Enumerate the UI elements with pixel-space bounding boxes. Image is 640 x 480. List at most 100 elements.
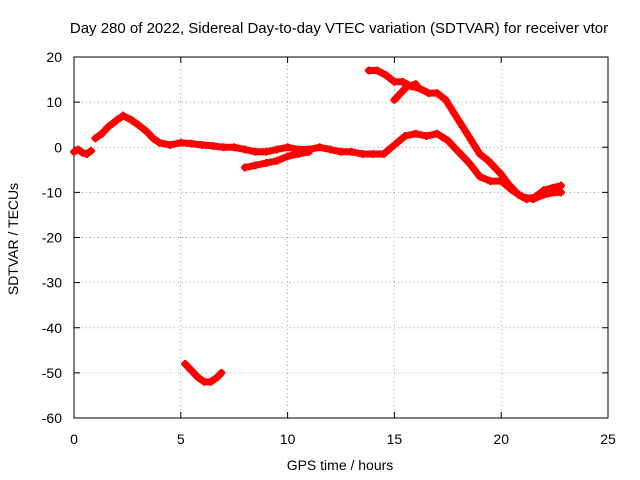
data-point	[492, 165, 501, 174]
data-point	[213, 373, 222, 382]
data-point	[283, 152, 292, 161]
x-tick-label: 0	[70, 431, 78, 447]
data-point	[475, 150, 484, 159]
series-track-late	[365, 67, 565, 203]
data-point	[193, 373, 202, 382]
data-point	[486, 177, 495, 186]
y-axis-ticks: -60 -50 -40 -30 -20 -10 0 10 20	[42, 49, 608, 426]
data-point	[522, 195, 531, 204]
data-point	[74, 145, 83, 154]
data-point	[557, 181, 566, 190]
data-point	[230, 143, 239, 152]
series-track-branch	[390, 80, 420, 104]
data-point	[206, 377, 215, 386]
data-point	[379, 150, 388, 159]
data-point	[424, 89, 433, 98]
data-point	[539, 186, 548, 195]
data-point	[475, 172, 484, 181]
data-point	[514, 190, 523, 199]
y-tick-label: 10	[46, 94, 62, 110]
data-point	[450, 109, 459, 118]
y-tick-label: -30	[42, 275, 62, 291]
chart-title: Day 280 of 2022, Sidereal Day-to-day VTE…	[70, 20, 608, 37]
data-point	[403, 82, 412, 91]
data-point	[465, 159, 474, 168]
data-point	[176, 138, 185, 147]
series-track-main	[91, 112, 565, 203]
data-point	[272, 145, 281, 154]
data-point	[251, 147, 260, 156]
x-axis-label: GPS time / hours	[287, 457, 394, 473]
data-point	[262, 159, 271, 168]
data-point	[240, 163, 249, 172]
data-point	[78, 148, 87, 157]
x-tick-label: 5	[177, 431, 185, 447]
data-point	[484, 156, 493, 165]
data-point	[240, 145, 249, 154]
data-point	[347, 147, 356, 156]
data-point	[142, 127, 151, 136]
data-point	[401, 131, 410, 140]
data-point	[217, 368, 226, 377]
data-point	[149, 134, 158, 143]
data-point	[272, 156, 281, 165]
data-point	[304, 147, 313, 156]
data-point	[557, 188, 566, 197]
data-point	[390, 95, 399, 104]
data-point	[87, 146, 96, 155]
data-point	[390, 77, 399, 86]
data-point	[262, 147, 271, 156]
data-point	[104, 122, 113, 131]
data-point	[187, 366, 196, 375]
data-point	[505, 181, 514, 190]
data-point	[82, 150, 91, 159]
data-point	[443, 136, 452, 145]
data-point	[381, 71, 390, 80]
data-point	[358, 150, 367, 159]
data-point	[364, 66, 373, 75]
x-tick-label: 15	[387, 431, 403, 447]
data-point	[315, 143, 324, 152]
data-point	[219, 143, 228, 152]
y-tick-label: -20	[42, 230, 62, 246]
data-point	[422, 131, 431, 140]
data-point	[531, 192, 540, 201]
y-tick-label: -50	[42, 365, 62, 381]
data-point	[283, 143, 292, 152]
data-point	[390, 140, 399, 149]
data-point	[369, 150, 378, 159]
x-axis-ticks: 0 5 10 15 20 25	[70, 57, 616, 447]
data-point	[326, 145, 335, 154]
y-axis-label: SDTVAR / TECUs	[5, 183, 21, 295]
data-point	[433, 129, 442, 138]
data-point	[441, 95, 450, 104]
data-point	[433, 89, 442, 98]
data-point	[467, 136, 476, 145]
data-point	[155, 138, 164, 147]
data-point	[294, 150, 303, 159]
data-marks	[70, 66, 566, 386]
data-point	[396, 89, 405, 98]
data-point	[112, 116, 121, 125]
data-point	[91, 134, 100, 143]
y-tick-label: -10	[42, 184, 62, 200]
x-tick-label: 10	[280, 431, 296, 447]
data-point	[416, 84, 425, 93]
data-point	[497, 170, 506, 179]
data-point	[166, 140, 175, 149]
data-point	[127, 116, 136, 125]
x-tick-label: 20	[493, 431, 509, 447]
data-point	[119, 111, 128, 120]
data-point	[134, 120, 143, 129]
y-tick-label: -40	[42, 320, 62, 336]
data-point	[337, 147, 345, 156]
data-point	[70, 147, 78, 156]
data-point	[548, 183, 557, 192]
y-tick-label: 0	[54, 139, 62, 155]
data-point	[198, 140, 207, 149]
data-point	[251, 161, 260, 170]
data-point	[458, 122, 467, 131]
data-point	[411, 129, 420, 138]
y-tick-label: -60	[42, 410, 62, 426]
